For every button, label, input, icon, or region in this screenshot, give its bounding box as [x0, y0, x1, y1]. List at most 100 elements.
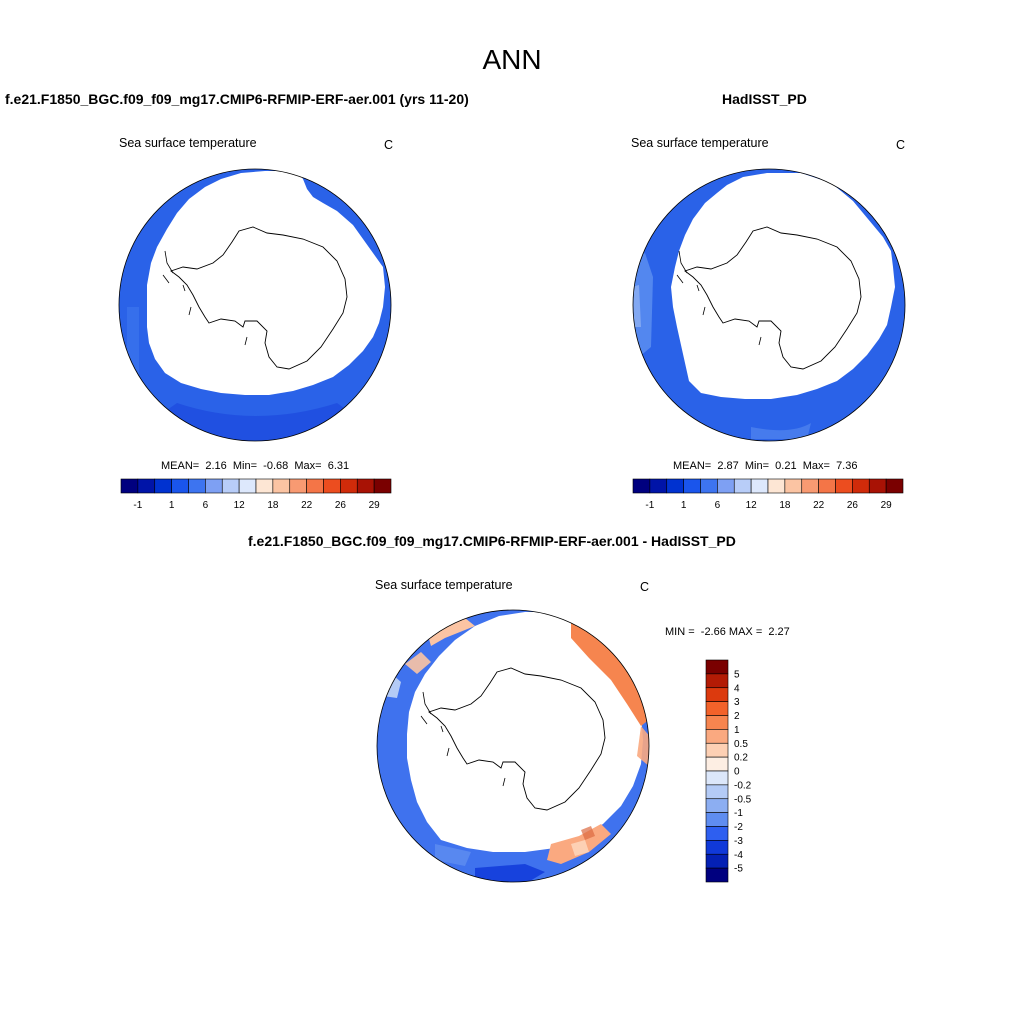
colorbar-tick-label: 6 — [203, 500, 209, 511]
obs-units-label: C — [896, 138, 906, 152]
colorbar-tick-label: 6 — [715, 500, 721, 511]
diff-colorbar-tick-label: 0 — [734, 767, 740, 778]
colorbar-swatch — [801, 478, 819, 494]
diff-colorbar-swatch — [705, 715, 729, 730]
diff-colorbar-tick-label: 0.2 — [734, 753, 748, 764]
colorbar-swatch — [700, 478, 718, 494]
model-antarctica-outline — [170, 226, 348, 370]
colorbar-swatch — [272, 478, 291, 494]
diff-colorbar-swatch — [705, 673, 729, 689]
diff-colorbar-tick-label: 4 — [734, 683, 740, 694]
diff-colorbar-swatch — [705, 770, 729, 786]
diff-units-label: C — [640, 580, 650, 594]
colorbar-tick-label: 12 — [746, 500, 758, 511]
diff-colorbar-tick-label: -1 — [734, 808, 743, 819]
diff-colorbar-tick-label: 2 — [734, 711, 740, 722]
colorbar-swatch — [733, 478, 752, 494]
diff-colorbar-swatch — [705, 729, 729, 744]
colorbar-tick-label: 29 — [369, 500, 381, 511]
colorbar-swatch — [852, 478, 870, 494]
colorbar-tick-label: 18 — [779, 500, 791, 511]
colorbar-tick-label: -1 — [645, 500, 654, 511]
diff-map-border — [376, 609, 650, 883]
diff-colorbar-swatch — [705, 659, 729, 675]
colorbar-tick-label: 26 — [847, 500, 859, 511]
colorbar-swatch — [767, 478, 786, 494]
obs-stats: MEAN= 2.87 Min= 0.21 Max= 7.36 — [673, 460, 858, 472]
diff-colorbar-swatch — [705, 812, 729, 827]
diff-colorbar-tick-label: -3 — [734, 836, 743, 847]
colorbar-tick-label: 29 — [881, 500, 893, 511]
colorbar-swatch — [188, 478, 206, 494]
diff-variable-label: Sea surface temperature — [375, 578, 513, 592]
colorbar-swatch — [120, 478, 139, 494]
diff-stats: MIN = -2.66 MAX = 2.27 — [665, 626, 790, 638]
colorbar-tick-label: 22 — [301, 500, 313, 511]
colorbar-tick-label: -1 — [133, 500, 142, 511]
colorbar-swatch — [205, 478, 223, 494]
colorbar-swatch — [221, 478, 240, 494]
colorbar-swatch — [632, 478, 651, 494]
colorbar-swatch — [255, 478, 274, 494]
colorbar-swatch — [373, 478, 392, 494]
colorbar-swatch — [238, 478, 257, 494]
colorbar-swatch — [137, 478, 156, 494]
diff-colorbar-swatch — [705, 701, 729, 716]
colorbar-swatch — [340, 478, 358, 494]
obs-case-title: HadISST_PD — [722, 91, 807, 107]
colorbar-swatch — [171, 478, 189, 494]
model-case-title: f.e21.F1850_BGC.f09_f09_mg17.CMIP6-RFMIP… — [5, 91, 469, 107]
diff-colorbar-tick-label: -2 — [734, 822, 743, 833]
colorbar-swatch — [784, 478, 803, 494]
colorbar-swatch — [154, 478, 172, 494]
diff-colorbar-tick-label: 5 — [734, 669, 740, 680]
colorbar-swatch — [323, 478, 341, 494]
diff-polar-map — [376, 609, 650, 883]
diff-colorbar-tick-label: -4 — [734, 850, 743, 861]
diff-case-title: f.e21.F1850_BGC.f09_f09_mg17.CMIP6-RFMIP… — [248, 533, 736, 549]
colorbar-tick-label: 22 — [813, 500, 825, 511]
colorbar-swatch — [649, 478, 668, 494]
obs-map-border — [632, 168, 906, 442]
colorbar-swatch — [666, 478, 684, 494]
diff-colorbar-tick-label: 0.5 — [734, 739, 748, 750]
diff-colorbar: 5 4 3 2 1 0.5 0.2 0 -0.2 -0.5 -1 -2 -3 -4 -5 — [705, 659, 752, 883]
model-map-border — [118, 168, 392, 442]
diff-colorbar-swatch — [705, 867, 729, 883]
colorbar-tick-label: 1 — [681, 500, 687, 511]
obs-polar-map — [632, 168, 906, 442]
obs-antarctica-outline — [684, 226, 862, 370]
colorbar-swatch — [289, 478, 307, 494]
diff-colorbar-swatch — [705, 853, 729, 869]
model-units-label: C — [384, 138, 394, 152]
model-variable-label: Sea surface temperature — [119, 136, 257, 150]
diff-colorbar-swatch — [705, 798, 729, 813]
model-stats: MEAN= 2.16 Min= -0.68 Max= 6.31 — [161, 460, 350, 472]
obs-colorbar: -1 1 6 12 18 22 26 29 — [632, 478, 904, 511]
model-polar-map — [118, 168, 392, 442]
diff-colorbar-tick-label: -5 — [734, 864, 743, 875]
colorbar-swatch — [356, 478, 375, 494]
diff-antarctica-outline — [428, 667, 606, 811]
diff-colorbar-swatch — [705, 756, 729, 772]
colorbar-swatch — [683, 478, 701, 494]
diff-colorbar-tick-label: 1 — [734, 725, 740, 736]
colorbar-tick-label: 1 — [169, 500, 175, 511]
model-colorbar: -1 1 6 12 18 22 26 29 — [120, 478, 392, 511]
diff-colorbar-tick-label: -0.2 — [734, 780, 752, 791]
obs-variable-label: Sea surface temperature — [631, 136, 769, 150]
plot-title: ANN — [482, 44, 542, 75]
colorbar-swatch — [717, 478, 735, 494]
colorbar-swatch — [868, 478, 887, 494]
colorbar-tick-label: 18 — [267, 500, 279, 511]
diff-colorbar-swatch — [705, 784, 729, 800]
colorbar-swatch — [885, 478, 904, 494]
colorbar-swatch — [835, 478, 853, 494]
colorbar-tick-label: 12 — [234, 500, 246, 511]
colorbar-swatch — [306, 478, 324, 494]
diff-colorbar-swatch — [705, 826, 729, 841]
diff-colorbar-swatch — [705, 742, 729, 758]
diff-colorbar-tick-label: -0.5 — [734, 794, 752, 805]
diff-colorbar-tick-label: 3 — [734, 697, 740, 708]
colorbar-swatch — [818, 478, 836, 494]
